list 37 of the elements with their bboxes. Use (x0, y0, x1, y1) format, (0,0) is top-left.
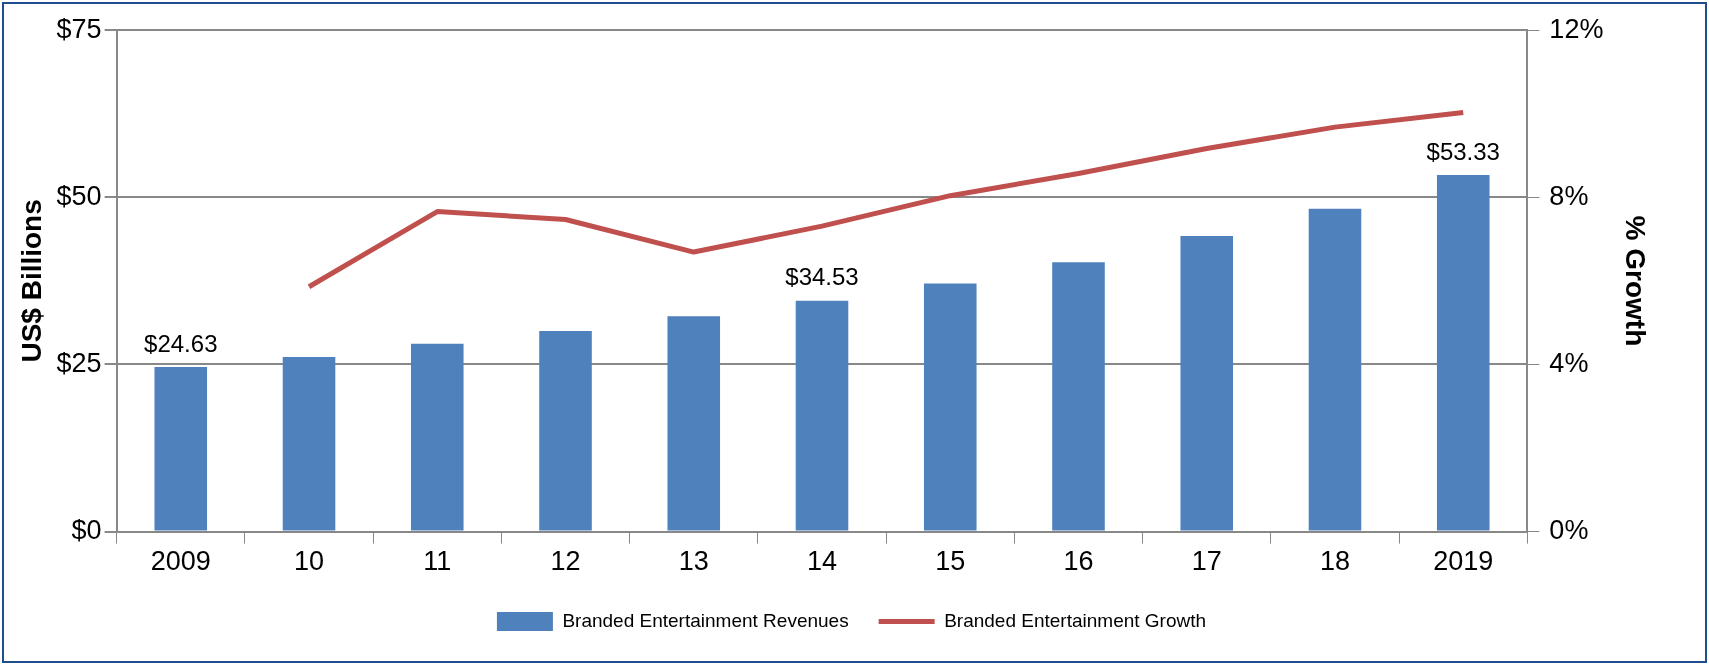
y-axis-title: US$ Billions (15, 199, 47, 363)
bar (1436, 175, 1490, 531)
x-tick-label: 15 (935, 546, 966, 577)
bar (410, 343, 464, 531)
y-tick-label: $0 (71, 515, 102, 546)
bar (795, 300, 849, 531)
x-tick-label: 12 (550, 546, 581, 577)
x-tick-label: 2009 (150, 546, 211, 577)
y-tick-label: $25 (56, 347, 102, 378)
bar (923, 283, 977, 531)
bar (667, 316, 721, 531)
legend-label: Branded Entertainment Growth (944, 609, 1207, 631)
x-tick-label: 11 (423, 546, 452, 577)
bar (282, 357, 336, 531)
x-tick-label: 18 (1319, 546, 1351, 577)
y-tick-label: $50 (56, 180, 102, 211)
data-label: $24.63 (144, 329, 218, 357)
legend-label: Branded Entertainment Revenues (562, 609, 849, 631)
y2-tick-label: 0% (1549, 515, 1589, 546)
x-tick-label: 16 (1063, 546, 1094, 577)
y2-tick-label: 4% (1549, 347, 1589, 378)
bar (1308, 208, 1362, 531)
x-tick-label: 13 (678, 546, 709, 577)
x-tick-label: 14 (806, 546, 838, 577)
x-tick-label: 2019 (1433, 546, 1494, 577)
bar (539, 331, 592, 531)
y2-tick-label: 8% (1549, 180, 1589, 211)
bar (1180, 236, 1234, 531)
x-tick-label: 17 (1191, 546, 1222, 577)
bar (154, 366, 208, 531)
y2-tick-label: 12% (1549, 13, 1604, 44)
data-label: $53.33 (1426, 137, 1500, 165)
y-tick-label: $75 (56, 13, 102, 44)
x-tick-label: 10 (293, 546, 325, 577)
data-label: $34.53 (785, 263, 859, 291)
y2-axis-title: % Growth (1620, 215, 1652, 347)
bar (1052, 262, 1105, 531)
